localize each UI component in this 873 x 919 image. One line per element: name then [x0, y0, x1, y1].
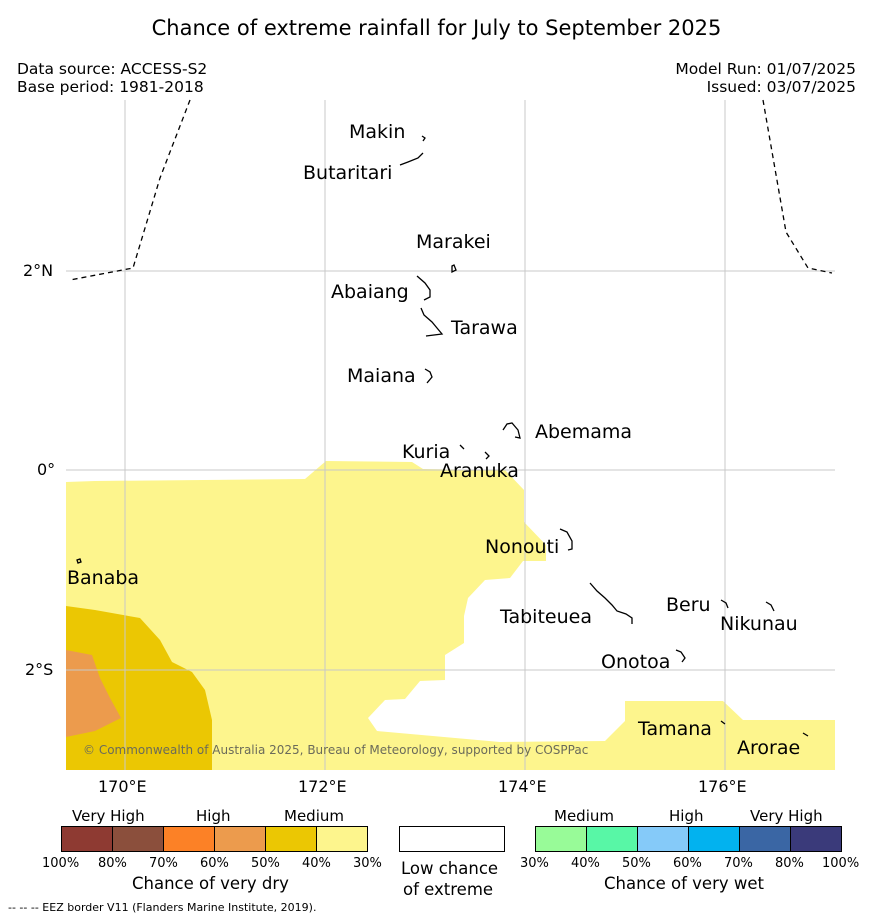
island-tarawa — [420, 307, 444, 337]
dry-medium-light-area — [66, 461, 835, 770]
dry-tick-40: 40% — [302, 856, 331, 871]
dry-heading-high: High — [196, 807, 231, 825]
issued-text: Issued: 03/07/2025 — [706, 78, 856, 96]
gridlines — [66, 100, 835, 770]
island-abaiang — [416, 275, 431, 301]
place-label-tarawa: Tarawa — [451, 317, 518, 339]
island-nonouti — [559, 528, 573, 551]
place-label-marakei: Marakei — [416, 231, 491, 253]
place-label-banaba: Banaba — [67, 567, 140, 589]
dry-high-area — [66, 650, 121, 737]
place-label-aranuka: Aranuka — [440, 460, 519, 482]
wet-tick-100: 100% — [822, 856, 860, 871]
dry-swatch-4 — [214, 826, 266, 852]
map-title: Chance of extreme rainfall for July to S… — [151, 16, 722, 40]
island-marakei — [451, 264, 457, 274]
place-label-arorae: Arorae — [737, 737, 801, 759]
dry-tick-60: 60% — [200, 856, 229, 871]
wet-swatch-4 — [688, 826, 740, 852]
base-period-text: Base period: 1981-2018 — [17, 78, 204, 96]
dry-medium-dark-area — [66, 606, 212, 770]
dry-tick-80: 80% — [98, 856, 127, 871]
dry-tick-50: 50% — [251, 856, 280, 871]
place-label-maiana: Maiana — [347, 365, 416, 387]
island-kuria — [459, 444, 490, 460]
lon-label-172: 172°E — [298, 777, 347, 796]
island-abemama — [502, 422, 521, 439]
wet-tick-40: 40% — [571, 856, 600, 871]
dry-tick-30: 30% — [353, 856, 382, 871]
lon-label-170: 170°E — [98, 777, 147, 796]
place-label-onotoa: Onotoa — [601, 651, 671, 673]
wet-heading-medium: Medium — [554, 807, 614, 825]
dry-caption: Chance of very dry — [132, 874, 289, 893]
island-tamana — [720, 720, 726, 725]
dry-tick-100: 100% — [42, 856, 80, 871]
place-label-beru: Beru — [666, 594, 711, 616]
place-label-tabiteuea: Tabiteuea — [500, 606, 592, 628]
lat-label-0: 0° — [37, 460, 56, 479]
low-chance-swatch — [399, 826, 505, 852]
place-label-makin: Makin — [349, 121, 406, 143]
lon-label-176: 176°E — [698, 777, 747, 796]
island-butaritari — [399, 152, 424, 166]
dry-swatch-3 — [163, 826, 215, 852]
wet-swatch-5 — [739, 826, 791, 852]
islands — [76, 135, 809, 737]
wet-tick-30: 30% — [520, 856, 549, 871]
place-label-abaiang: Abaiang — [331, 281, 409, 303]
dry-heading-medium: Medium — [284, 807, 344, 825]
eez-footnote: -- -- -- EEZ border V11 (Flanders Marine… — [8, 901, 317, 914]
island-maiana — [424, 368, 433, 384]
island-nikunau — [765, 601, 775, 612]
place-label-nonouti: Nonouti — [485, 536, 560, 558]
island-banaba — [76, 558, 82, 564]
dry-tick-70: 70% — [149, 856, 178, 871]
wet-heading-high: High — [669, 807, 704, 825]
dry-heading-very-high: Very High — [72, 807, 145, 825]
lat-label-2s: 2°S — [25, 660, 54, 679]
wet-swatch-2 — [586, 826, 638, 852]
island-arorae — [802, 732, 809, 737]
island-makin — [421, 135, 426, 142]
lon-label-174: 174°E — [498, 777, 547, 796]
eez-border — [69, 99, 833, 281]
place-label-butaritari: Butaritari — [303, 162, 393, 184]
lat-label-2n: 2°N — [23, 261, 54, 280]
wet-tick-70: 70% — [724, 856, 753, 871]
wet-swatch-3 — [637, 826, 689, 852]
dry-swatch-2 — [112, 826, 164, 852]
wet-swatch-1 — [535, 826, 587, 852]
copyright-text: © Commonwealth of Australia 2025, Bureau… — [83, 743, 589, 757]
dry-swatch-5 — [265, 826, 317, 852]
wet-tick-80: 80% — [775, 856, 804, 871]
island-tabiteuea — [589, 582, 633, 624]
eez-border-east — [762, 99, 833, 274]
place-label-abemama: Abemama — [535, 421, 633, 443]
wet-swatch-6 — [790, 826, 842, 852]
low-chance-caption-1: Low chance — [401, 859, 499, 878]
dry-swatch-6 — [316, 826, 368, 852]
place-label-nikunau: Nikunau — [720, 613, 798, 635]
data-source-text: Data source: ACCESS-S2 — [17, 60, 208, 78]
place-label-kuria: Kuria — [402, 441, 451, 463]
wet-tick-50: 50% — [622, 856, 651, 871]
low-chance-caption-2: of extreme — [403, 880, 494, 899]
model-run-text: Model Run: 01/07/2025 — [675, 60, 856, 78]
island-onotoa — [675, 649, 686, 663]
wet-caption: Chance of very wet — [604, 874, 764, 893]
dry-swatch-1 — [61, 826, 113, 852]
island-beru — [720, 599, 729, 609]
place-label-tamana: Tamana — [638, 718, 712, 740]
wet-tick-60: 60% — [673, 856, 702, 871]
wet-heading-very-high: Very High — [750, 807, 823, 825]
eez-border-west — [69, 99, 191, 281]
